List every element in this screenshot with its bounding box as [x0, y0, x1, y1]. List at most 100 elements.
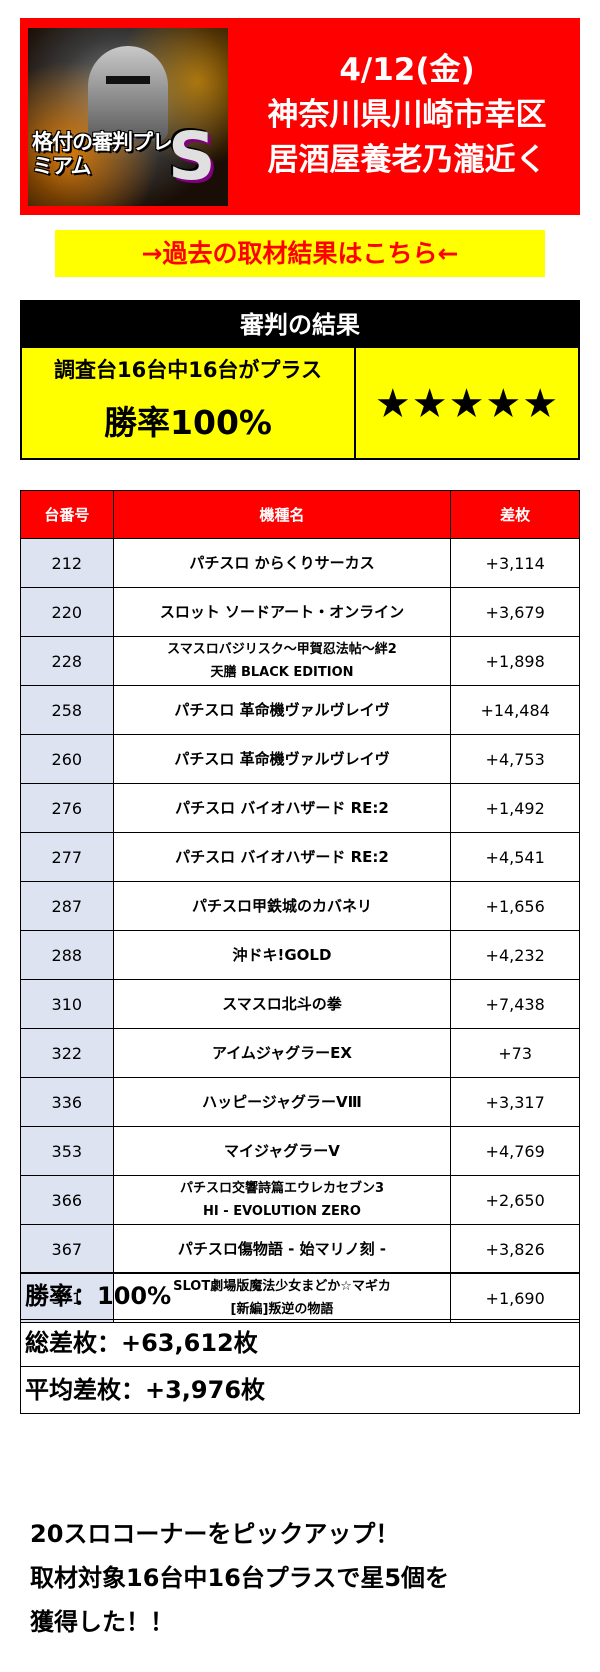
- machine-name: パチスロ甲鉄城のカバネリ: [112, 881, 452, 931]
- machine-name-line1: パチスロ 革命機ヴァルヴレイヴ: [174, 750, 390, 768]
- machine-difference: +4,753: [450, 734, 580, 784]
- machine-name-line1: SLOT劇場版魔法少女まどか☆マギカ: [173, 1279, 391, 1294]
- verdict-box: 審判の結果 調査台16台中16台がプラス 勝率100% ★★★★★: [20, 300, 580, 460]
- verdict-note: 調査台16台中16台がプラス: [53, 358, 323, 382]
- machine-name-line1: スロット ソードアート・オンライン: [159, 603, 405, 621]
- event-logo: 格付の審判プレミアム S: [28, 28, 228, 206]
- machine-number: 212: [20, 538, 114, 588]
- machine-number: 258: [20, 685, 114, 735]
- machine-name: 沖ドキ!GOLD: [112, 930, 452, 980]
- machine-difference: +4,541: [450, 832, 580, 882]
- machine-number: 310: [20, 979, 114, 1029]
- machine-number: 220: [20, 587, 114, 637]
- machine-difference: +3,317: [450, 1077, 580, 1127]
- event-banner: 格付の審判プレミアム S 4/12(金) 神奈川県川崎市幸区 居酒屋養老乃瀧近く: [20, 18, 580, 215]
- table-row: 260 パチスロ 革命機ヴァルヴレイヴ +4,753: [20, 734, 580, 784]
- machine-name-line2: [新編]叛逆の物語: [230, 1302, 334, 1317]
- machine-name: パチスロ バイオハザード RE:2: [112, 783, 452, 833]
- verdict-header: 審判の結果: [22, 302, 578, 348]
- event-date: 4/12(金): [339, 52, 475, 88]
- star-rating: ★★★★★: [374, 381, 560, 427]
- machine-difference: +14,484: [450, 685, 580, 735]
- table-row: 371 SLOT劇場版魔法少女まどか☆マギカ [新編]叛逆の物語 +1,690: [20, 1273, 580, 1323]
- machine-number: 288: [20, 930, 114, 980]
- verdict-left: 調査台16台中16台がプラス 勝率100%: [22, 348, 356, 458]
- table-row: 353 マイジャグラーV +4,769: [20, 1126, 580, 1176]
- footer-line3: 獲得した！！: [30, 1608, 174, 1636]
- machine-difference: +1,492: [450, 783, 580, 833]
- logo-title: 格付の審判プレミアム: [32, 130, 173, 178]
- machine-name-line1: パチスロ からくりサーカス: [189, 554, 375, 572]
- machine-name-line1: パチスロ バイオハザード RE:2: [175, 799, 389, 817]
- machine-name-line1: パチスロ交響詩篇エウレカセブン3: [179, 1181, 384, 1196]
- machine-name-line1: アイムジャグラーEX: [211, 1044, 352, 1062]
- machine-name: スマスロ北斗の拳: [112, 979, 452, 1029]
- knight-visor: [106, 76, 150, 84]
- machine-name-line1: パチスロ バイオハザード RE:2: [175, 848, 389, 866]
- machine-name: ハッピージャグラーVⅢ: [112, 1077, 452, 1127]
- table-row: 228 スマスロバジリスク～甲賀忍法帖～絆2 天膳 BLACK EDITION +1,…: [20, 636, 580, 686]
- table-row: 277 パチスロ バイオハザード RE:2 +4,541: [20, 832, 580, 882]
- machine-difference: +3,826: [450, 1224, 580, 1274]
- footer-line2: 取材対象16台中16台プラスで星5個を: [30, 1564, 450, 1592]
- summary-average: 平均差枚：+3,976枚: [20, 1366, 580, 1414]
- machine-number: 260: [20, 734, 114, 784]
- machine-name-line2: HI - EVOLUTION ZERO: [203, 1204, 361, 1219]
- machine-difference: +4,232: [450, 930, 580, 980]
- machine-number: 353: [20, 1126, 114, 1176]
- machine-difference: +73: [450, 1028, 580, 1078]
- table-row: 322 アイムジャグラーEX +73: [20, 1028, 580, 1078]
- machine-difference: +1,898: [450, 636, 580, 686]
- footer-comment: 20スロコーナーをピックアップ！ 取材対象16台中16台プラスで星5個を 獲得し…: [30, 1512, 590, 1644]
- machine-name: パチスロ バイオハザード RE:2: [112, 832, 452, 882]
- machine-name: パチスロ交響詩篇エウレカセブン3 HI - EVOLUTION ZERO: [112, 1175, 452, 1225]
- verdict-body: 調査台16台中16台がプラス 勝率100% ★★★★★: [22, 348, 578, 458]
- header-machine-name: 機種名: [112, 490, 452, 539]
- table-row: 287 パチスロ甲鉄城のカバネリ +1,656: [20, 881, 580, 931]
- machine-name: マイジャグラーV: [112, 1126, 452, 1176]
- summary-win-rate: 勝率：100%: [20, 1272, 580, 1320]
- machine-name: パチスロ からくりサーカス: [112, 538, 452, 588]
- machine-name-line1: パチスロ甲鉄城のカバネリ: [191, 897, 372, 915]
- machine-difference: +1,656: [450, 881, 580, 931]
- machine-name: スロット ソードアート・オンライン: [112, 587, 452, 637]
- machine-number: 287: [20, 881, 114, 931]
- table-row: 336 ハッピージャグラーVⅢ +3,317: [20, 1077, 580, 1127]
- event-location-line2: 居酒屋養老乃瀧近く: [267, 142, 547, 178]
- machine-difference: +1,690: [450, 1273, 580, 1323]
- past-results-link[interactable]: →過去の取材結果はこちら←: [55, 230, 545, 277]
- machine-number: 367: [20, 1224, 114, 1274]
- machine-difference: +2,650: [450, 1175, 580, 1225]
- machine-name-line2: 天膳 BLACK EDITION: [210, 665, 354, 680]
- table-row: 258 パチスロ 革命機ヴァルヴレイヴ +14,484: [20, 685, 580, 735]
- machine-name: パチスロ 革命機ヴァルヴレイヴ: [112, 685, 452, 735]
- machine-name: パチスロ傷物語 - 始マリノ刻 -: [112, 1224, 452, 1274]
- machine-name: パチスロ 革命機ヴァルヴレイヴ: [112, 734, 452, 784]
- table-row: 367 パチスロ傷物語 - 始マリノ刻 - +3,826: [20, 1224, 580, 1274]
- table-row: 220 スロット ソードアート・オンライン +3,679: [20, 587, 580, 637]
- machine-number: 277: [20, 832, 114, 882]
- logo-letter: S: [168, 118, 216, 195]
- footer-line1: 20スロコーナーをピックアップ！: [30, 1520, 400, 1548]
- header-difference: 差枚: [450, 490, 580, 539]
- table-row: 366 パチスロ交響詩篇エウレカセブン3 HI - EVOLUTION ZERO +2…: [20, 1175, 580, 1225]
- machine-number: 322: [20, 1028, 114, 1078]
- machine-name-line1: パチスロ 革命機ヴァルヴレイヴ: [174, 701, 390, 719]
- table-row: 212 パチスロ からくりサーカス +3,114: [20, 538, 580, 588]
- table-row: 310 スマスロ北斗の拳 +7,438: [20, 979, 580, 1029]
- event-location-line1: 神奈川県川崎市幸区: [267, 97, 547, 133]
- machine-name-line1: マイジャグラーV: [224, 1142, 340, 1160]
- machine-name-line1: 沖ドキ!GOLD: [232, 946, 332, 964]
- machine-name-line1: パチスロ傷物語 - 始マリノ刻 -: [177, 1240, 387, 1258]
- machine-difference: +3,679: [450, 587, 580, 637]
- knight-image: [88, 46, 168, 141]
- table-row: 288 沖ドキ!GOLD +4,232: [20, 930, 580, 980]
- machine-name-line1: スマスロバジリスク～甲賀忍法帖～絆2: [167, 642, 397, 657]
- machine-difference: +3,114: [450, 538, 580, 588]
- machine-number: 228: [20, 636, 114, 686]
- machine-difference: +7,438: [450, 979, 580, 1029]
- verdict-win-rate: 勝率100%: [104, 403, 272, 442]
- machine-results-table: 台番号 機種名 差枚 212 パチスロ からくりサーカス +3,114 220 スロット…: [20, 490, 580, 1323]
- header-machine-number: 台番号: [20, 490, 114, 539]
- machine-name: SLOT劇場版魔法少女まどか☆マギカ [新編]叛逆の物語: [112, 1273, 452, 1323]
